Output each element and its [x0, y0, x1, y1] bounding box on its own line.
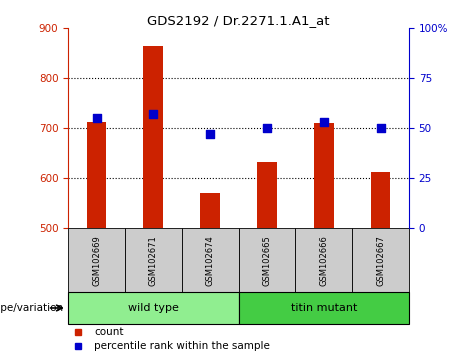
Point [149, 112, 157, 117]
Text: GSM102665: GSM102665 [262, 235, 271, 286]
Text: GSM102671: GSM102671 [149, 235, 158, 286]
Point [93, 115, 100, 121]
Text: count: count [94, 327, 124, 337]
Bar [182, 228, 238, 292]
Text: genotype/variation: genotype/variation [0, 303, 63, 313]
Point [377, 125, 384, 131]
Bar [352, 228, 409, 292]
Point [206, 131, 214, 137]
Text: GSM102667: GSM102667 [376, 235, 385, 286]
Bar [200, 193, 220, 228]
Bar [68, 228, 125, 292]
Bar [86, 122, 107, 228]
Text: titin mutant: titin mutant [290, 303, 357, 313]
Bar [143, 46, 163, 228]
Text: percentile rank within the sample: percentile rank within the sample [94, 342, 270, 352]
Bar [68, 292, 238, 324]
Point [263, 125, 271, 131]
Bar [238, 228, 295, 292]
Title: GDS2192 / Dr.2271.1.A1_at: GDS2192 / Dr.2271.1.A1_at [147, 14, 330, 27]
Bar [370, 172, 391, 228]
Text: GSM102674: GSM102674 [206, 235, 215, 286]
Text: GSM102666: GSM102666 [319, 235, 328, 286]
Bar [295, 228, 352, 292]
Bar [238, 292, 409, 324]
Text: wild type: wild type [128, 303, 179, 313]
Point [320, 120, 328, 125]
Bar [257, 162, 277, 228]
Text: GSM102669: GSM102669 [92, 235, 101, 286]
Bar [314, 123, 334, 228]
Bar [125, 228, 182, 292]
